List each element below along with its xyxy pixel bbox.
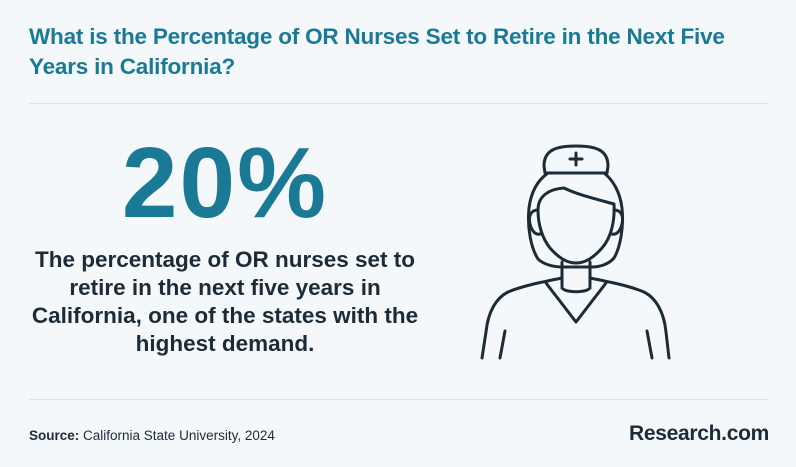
nurse-face: [536, 186, 616, 265]
cross-icon: [568, 151, 584, 167]
nurse-icon: [480, 144, 671, 360]
nurse-hair: [527, 171, 624, 269]
bottom-divider: [29, 399, 768, 400]
source-note: Source: California State University, 202…: [29, 428, 275, 443]
nurse-cap: [542, 144, 610, 175]
source-label: Source:: [29, 428, 80, 443]
top-divider: [29, 103, 768, 104]
nurse-neck: [560, 260, 592, 288]
page-title: What is the Percentage of OR Nurses Set …: [29, 24, 725, 79]
source-text: California State University, 2024: [79, 428, 275, 443]
stat-description: The percentage of OR nurses set to retir…: [31, 247, 419, 356]
stat-value: 20%: [121, 127, 329, 239]
nurse-collar: [544, 281, 608, 324]
nurse-shoulders: [480, 276, 564, 360]
research-com-logo[interactable]: Research.com: [629, 422, 769, 445]
